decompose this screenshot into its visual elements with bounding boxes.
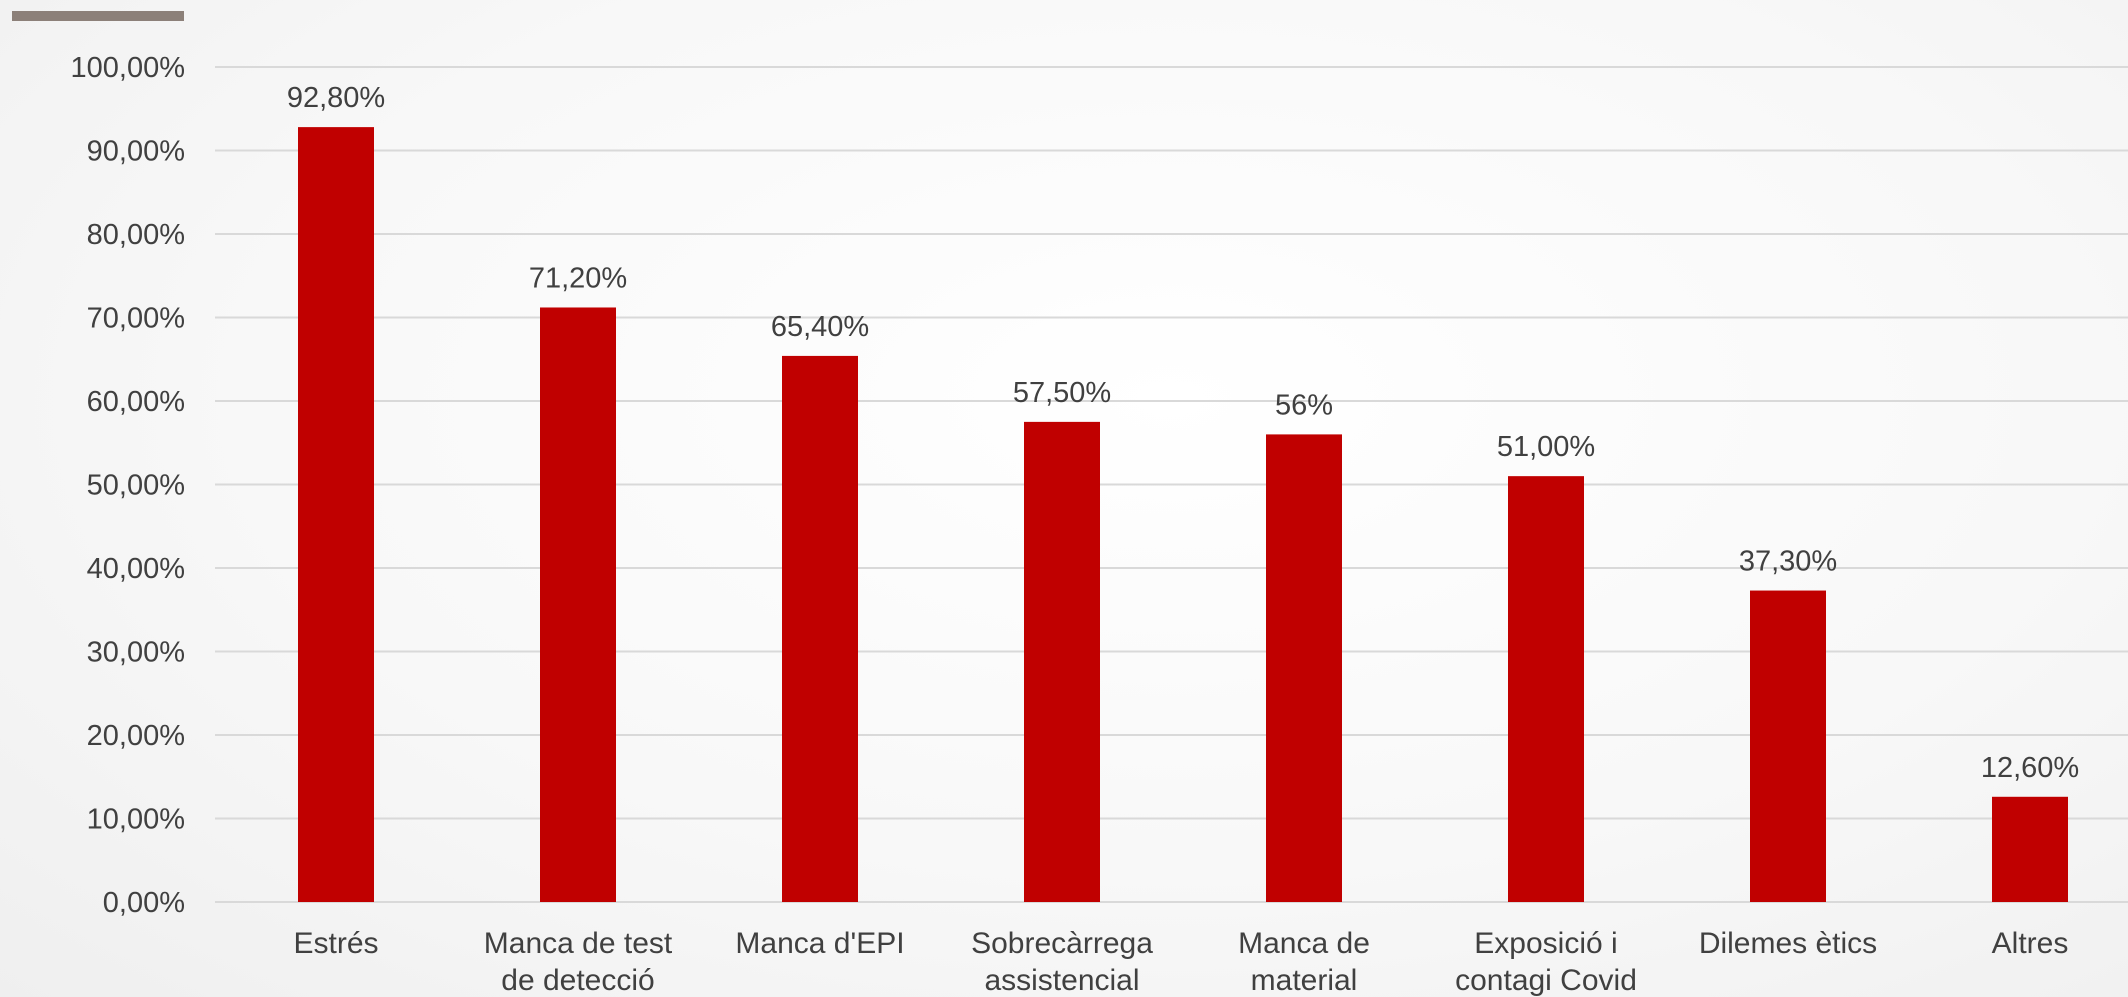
y-tick-label: 60,00% [87,386,185,418]
bar [298,127,374,903]
y-tick-label: 20,00% [87,720,185,752]
bar [540,307,616,903]
y-tick-label: 10,00% [87,804,185,836]
data-label: 37,30% [1739,546,1837,578]
y-tick-label: 40,00% [87,553,185,585]
y-tick-label: 50,00% [87,470,185,502]
data-label: 51,00% [1497,431,1595,463]
gridlines [215,66,2128,903]
bar [782,355,858,902]
bar [1266,434,1342,902]
data-label: 57,50% [1013,377,1111,409]
bar [1750,590,1826,902]
bar [1024,421,1100,902]
x-category-label: Dilemes ètics [1699,927,1877,960]
y-tick-label: 70,00% [87,303,185,335]
data-label: 56% [1275,389,1333,421]
y-tick-label: 80,00% [87,219,185,251]
data-label: 65,40% [771,311,869,343]
bars [298,127,2068,903]
title-accent-bar [12,11,184,21]
data-label: 71,20% [529,262,627,294]
bar [1992,796,2068,902]
x-category-label: Manca d'EPI [735,927,904,960]
x-category-label: Manca de test de detecció [484,927,673,997]
y-tick-label: 100,00% [71,52,186,84]
x-axis-category-labels: Estrés Manca de test de detecció Manca d'EP… [293,927,2068,997]
x-category-label: Manca de material [1238,927,1370,997]
y-axis-tick-labels: 0,00% 10,00% 20,00% 30,00% 40,00% 50,00% 60,00… [71,52,186,919]
x-category-label: Altres [1992,927,2069,960]
y-tick-label: 0,00% [103,887,185,919]
x-category-label: Sobrecàrrega assistencial [971,927,1153,997]
data-label: 12,60% [1981,752,2079,784]
data-label: 92,80% [287,82,385,114]
y-tick-label: 30,00% [87,637,185,669]
x-category-label: Exposició i contagi Covid [1455,927,1637,997]
data-labels: 92,80% 71,20% 65,40% 57,50% 56% 51,00% 37,30% 1… [287,82,2079,784]
bar [1508,476,1584,902]
x-category-label: Estrés [293,927,378,960]
y-tick-label: 90,00% [87,136,185,168]
